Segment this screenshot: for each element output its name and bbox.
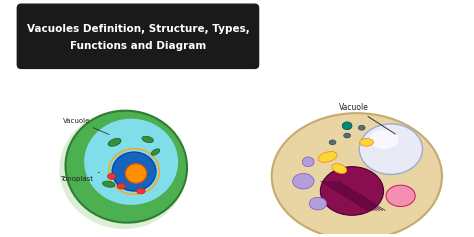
Ellipse shape	[344, 133, 350, 138]
Ellipse shape	[272, 113, 442, 237]
Ellipse shape	[83, 118, 179, 205]
Ellipse shape	[342, 122, 352, 130]
Ellipse shape	[329, 140, 336, 145]
Ellipse shape	[102, 181, 115, 187]
Ellipse shape	[359, 124, 422, 174]
Ellipse shape	[112, 152, 156, 191]
Text: Vacuole: Vacuole	[63, 118, 109, 134]
Text: Vacuoles Definition, Structure, Types,: Vacuoles Definition, Structure, Types,	[27, 23, 249, 33]
Ellipse shape	[108, 138, 121, 146]
Ellipse shape	[386, 185, 415, 206]
Ellipse shape	[292, 173, 314, 189]
Ellipse shape	[332, 164, 347, 173]
Ellipse shape	[151, 149, 160, 155]
Ellipse shape	[65, 111, 187, 223]
Ellipse shape	[358, 125, 365, 130]
Ellipse shape	[370, 130, 399, 149]
Text: Vacuole: Vacuole	[339, 103, 395, 134]
FancyBboxPatch shape	[18, 4, 259, 68]
Ellipse shape	[107, 173, 116, 179]
Text: Functions and Diagram: Functions and Diagram	[70, 41, 206, 51]
Ellipse shape	[318, 152, 337, 162]
Ellipse shape	[125, 164, 147, 183]
Ellipse shape	[59, 112, 185, 229]
Ellipse shape	[142, 136, 154, 143]
Ellipse shape	[360, 138, 374, 146]
Ellipse shape	[320, 167, 383, 215]
Ellipse shape	[309, 197, 327, 210]
Ellipse shape	[117, 183, 126, 189]
Text: Tonoplast: Tonoplast	[60, 172, 99, 182]
Ellipse shape	[137, 188, 145, 194]
Ellipse shape	[302, 157, 314, 167]
